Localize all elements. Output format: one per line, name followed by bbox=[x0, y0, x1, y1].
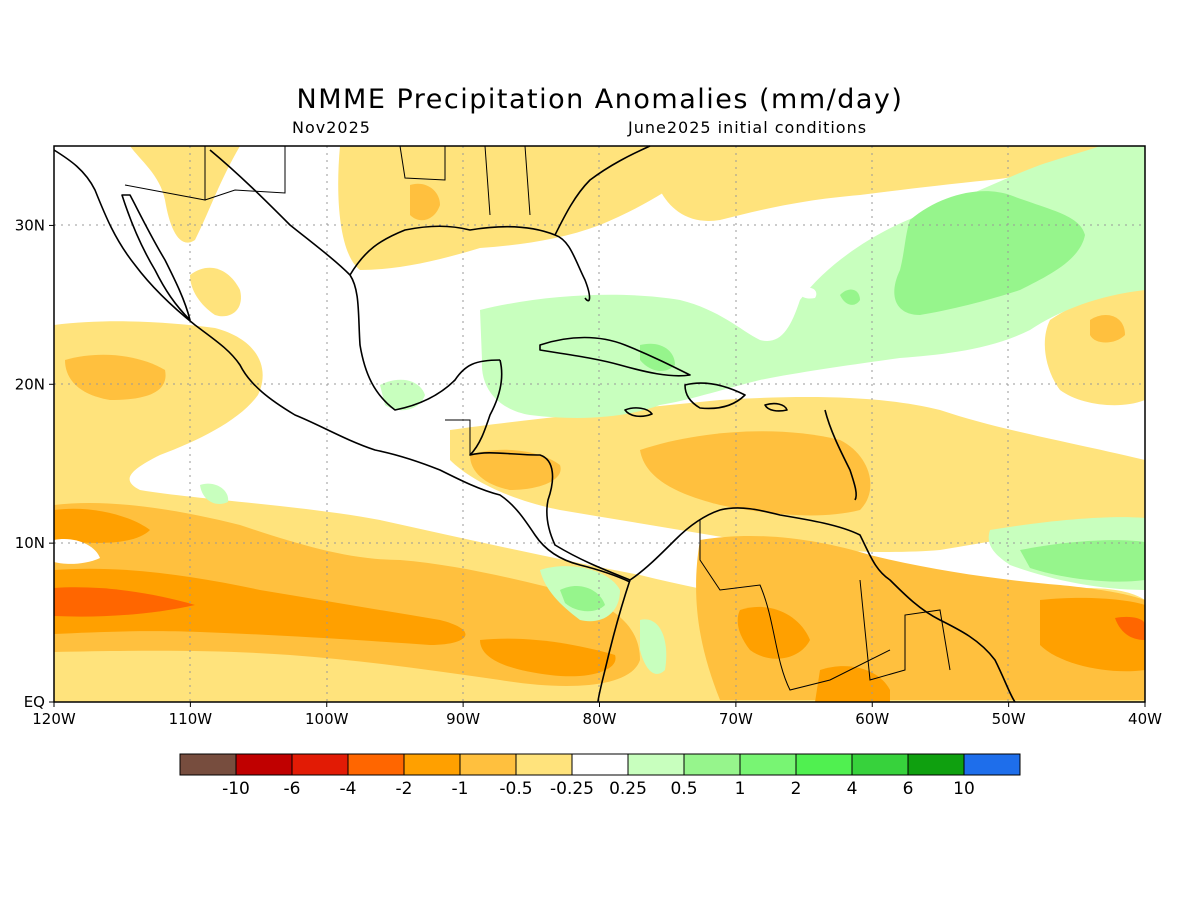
lon-tick-label: 70W bbox=[719, 710, 753, 728]
lon-tick-label: 120W bbox=[32, 710, 76, 728]
lat-tick-label: 30N bbox=[15, 216, 45, 234]
map-title: NMME Precipitation Anomalies (mm/day) bbox=[296, 84, 904, 115]
anomaly-moderate-dry bbox=[54, 508, 1145, 702]
colorbar-swatch bbox=[795, 753, 853, 776]
colorbar-label: -6 bbox=[284, 779, 301, 799]
colorbar-swatch bbox=[403, 753, 461, 776]
axis-ticks: 120W 110W 100W 90W 80W 70W 60W 50W 40W EQ 10N 20N 30… bbox=[15, 216, 1162, 728]
colorbar-label: -4 bbox=[340, 779, 357, 799]
colorbar-swatch bbox=[627, 753, 685, 776]
colorbar-swatch bbox=[515, 753, 573, 776]
colorbar-label: -2 bbox=[396, 779, 413, 799]
colorbar-swatch bbox=[683, 753, 741, 776]
colorbar-label: 2 bbox=[791, 779, 802, 799]
colorbar-label: 4 bbox=[847, 779, 858, 799]
colorbar-label: 10 bbox=[953, 779, 975, 799]
lat-tick-label: EQ bbox=[24, 693, 45, 711]
lat-tick-label: 10N bbox=[15, 534, 45, 552]
anomaly-fields bbox=[54, 146, 1145, 702]
colorbar-swatch bbox=[963, 753, 1021, 776]
colorbar-swatch bbox=[179, 753, 237, 776]
colorbar-label: 6 bbox=[903, 779, 914, 799]
anomaly-neutral bbox=[54, 287, 817, 564]
lon-tick-label: 90W bbox=[446, 710, 480, 728]
lat-lon-grid bbox=[54, 146, 1145, 702]
colorbar-swatch bbox=[739, 753, 797, 776]
colorbar-swatch bbox=[291, 753, 349, 776]
lon-tick-label: 100W bbox=[305, 710, 349, 728]
political-borders bbox=[124, 145, 951, 691]
colorbar-label: 0.5 bbox=[670, 779, 697, 799]
colorbar-swatch bbox=[459, 753, 517, 776]
lon-tick-label: 50W bbox=[992, 710, 1026, 728]
colorbar-label: 0.25 bbox=[609, 779, 647, 799]
coastlines bbox=[53, 145, 1016, 703]
lon-tick-label: 80W bbox=[583, 710, 617, 728]
colorbar-swatch bbox=[347, 753, 405, 776]
colorbar-label: 1 bbox=[735, 779, 746, 799]
lon-tick-label: 110W bbox=[169, 710, 213, 728]
anomaly-strong-dry bbox=[54, 587, 1145, 640]
lat-tick-label: 20N bbox=[15, 375, 45, 393]
colorbar-label: -1 bbox=[452, 779, 469, 799]
colorbar-label: -0.5 bbox=[499, 779, 532, 799]
colorbar-label: -0.25 bbox=[550, 779, 594, 799]
forecast-month: Nov2025 bbox=[292, 118, 371, 137]
colorbar-swatch bbox=[851, 753, 909, 776]
colorbar-swatch bbox=[907, 753, 965, 776]
colorbar-label: -10 bbox=[222, 779, 250, 799]
lon-tick-label: 40W bbox=[1128, 710, 1162, 728]
colorbar: -10 -6 -4 -2 -1 -0.5 -0.25 0.25 0.5 1 2 4 6 10 bbox=[179, 753, 1021, 799]
lon-tick-label: 60W bbox=[855, 710, 889, 728]
colorbar-swatch bbox=[235, 753, 293, 776]
colorbar-swatch bbox=[571, 753, 629, 776]
initial-conditions: June2025 initial conditions bbox=[628, 118, 868, 137]
